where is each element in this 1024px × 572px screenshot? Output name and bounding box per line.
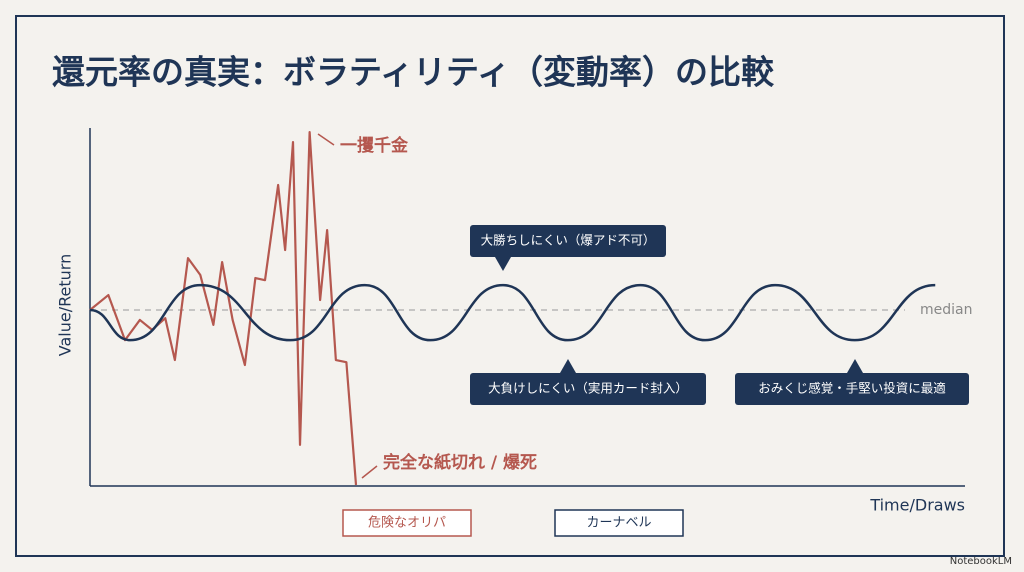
annotation-leader	[317, 133, 335, 146]
annotation: 完全な紙切れ / 爆死	[383, 452, 537, 473]
callout-pointer	[560, 359, 576, 373]
median-label: median	[920, 302, 972, 318]
legend-box	[554, 509, 684, 537]
legend-box	[342, 509, 472, 537]
callout-box	[470, 225, 666, 257]
annotation: 一攫千金	[340, 135, 409, 156]
callout-box	[470, 373, 706, 405]
callout-box	[735, 373, 969, 405]
legend-label: 危険なオリパ	[368, 516, 446, 531]
callout-text: 大負けしにくい（実用カード封入）	[488, 381, 688, 396]
callout-pointer	[847, 359, 863, 373]
chart-title: 還元率の真実：ボラティリティ（変動率）の比較	[52, 53, 775, 92]
legend-label: カーナベル	[586, 516, 651, 531]
callout-pointer	[495, 257, 511, 271]
frame	[15, 15, 1005, 557]
callout-text: 大勝ちしにくい（爆アド不可）	[481, 233, 656, 248]
watermark: NotebookLM	[950, 556, 1012, 567]
annotation-leader	[361, 465, 378, 479]
series-line	[89, 283, 936, 342]
callout-text: おみくじ感覚・手堅い投資に最適	[758, 381, 946, 396]
x-axis-label: Time/Draws	[869, 496, 965, 515]
y-axis-label: Value/Return	[56, 254, 75, 356]
